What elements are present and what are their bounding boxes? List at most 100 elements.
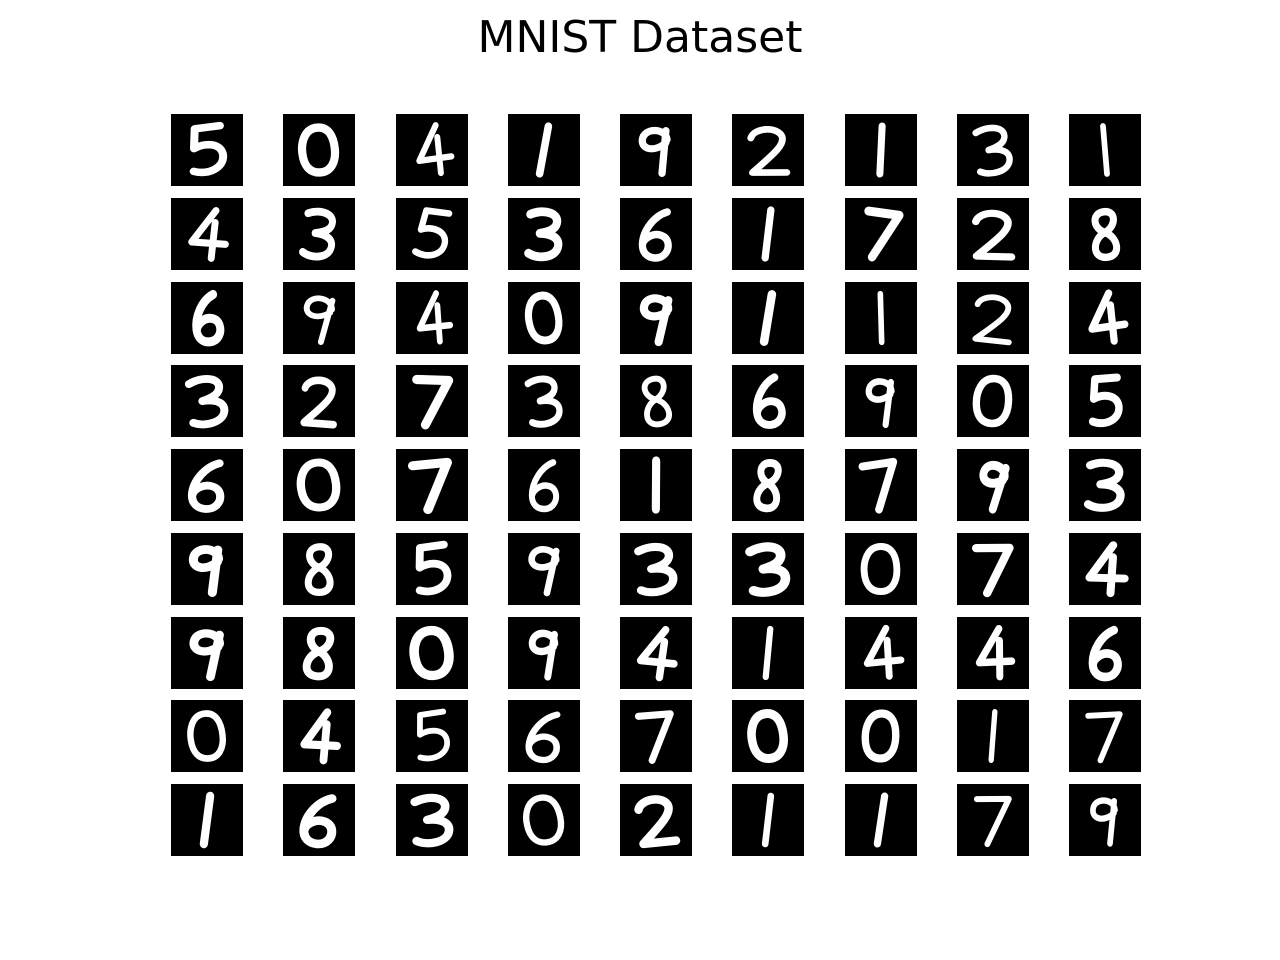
- handwritten-digit-0: [408, 625, 454, 680]
- handwritten-digit-6: [192, 289, 225, 346]
- handwritten-digit-9: [189, 628, 225, 681]
- digit-image-tile: [171, 281, 243, 354]
- digit-stroke: [187, 710, 227, 763]
- handwritten-digit-4: [1088, 288, 1129, 345]
- handwritten-digit-9: [865, 378, 895, 429]
- digit-stroke: [188, 206, 229, 262]
- digit-stroke: [761, 206, 775, 262]
- digit-stroke: [979, 460, 1010, 514]
- digit-stroke: [1091, 207, 1121, 261]
- digit-stroke: [188, 544, 224, 597]
- digit-image-tile: [844, 616, 917, 689]
- digit-image-tile: [956, 784, 1029, 856]
- digit-image-tile: [507, 532, 580, 605]
- digit-stroke: [409, 793, 453, 848]
- digit-stroke: [299, 207, 337, 261]
- digit-stroke: [875, 122, 886, 178]
- digit-image-tile: [283, 114, 356, 186]
- handwritten-digit-1: [875, 122, 886, 178]
- digit-stroke: [522, 794, 564, 846]
- digit-image-tile: [1069, 700, 1141, 773]
- digit-stroke: [877, 290, 884, 345]
- handwritten-digit-0: [860, 542, 900, 595]
- digit-image-tile: [956, 449, 1029, 521]
- digit-image-tile: [732, 114, 805, 186]
- handwritten-digit-4: [416, 289, 453, 345]
- digit-image-tile: [283, 700, 356, 773]
- digit-image-tile: [956, 114, 1029, 186]
- handwritten-digit-7: [407, 457, 452, 515]
- handwritten-digit-8: [641, 375, 672, 428]
- digit-stroke: [1085, 541, 1129, 597]
- digit-image-tile: [620, 197, 692, 270]
- handwritten-digit-3: [745, 542, 791, 597]
- digit-image-tile: [620, 449, 692, 521]
- handwritten-digit-9: [304, 295, 336, 345]
- digit-stroke: [760, 289, 777, 346]
- digit-stroke: [1088, 625, 1122, 681]
- digit-image-tile: [1069, 616, 1141, 689]
- digit-stroke: [1088, 373, 1123, 428]
- digit-stroke: [184, 375, 229, 429]
- digit-image-tile: [507, 700, 580, 773]
- digit-stroke: [528, 629, 559, 681]
- digit-image-tile: [1069, 281, 1141, 354]
- digit-image-tile: [171, 197, 243, 270]
- handwritten-digit-6: [299, 794, 337, 849]
- digit-stroke: [416, 289, 453, 345]
- handwritten-digit-0: [747, 709, 789, 764]
- digit-stroke: [1088, 288, 1129, 345]
- digit-image-tile: [283, 784, 356, 856]
- handwritten-digit-1: [1100, 123, 1110, 177]
- handwritten-digit-0: [296, 458, 341, 512]
- digit-stroke: [634, 795, 681, 849]
- handwritten-digit-9: [188, 544, 224, 597]
- handwritten-digit-6: [638, 208, 672, 262]
- handwritten-digit-8: [305, 542, 334, 596]
- digit-image-tile: [620, 281, 692, 354]
- digit-stroke: [971, 543, 1014, 597]
- digit-image-tile: [732, 197, 805, 270]
- handwritten-digit-0: [524, 291, 563, 344]
- digit-stroke: [863, 206, 903, 262]
- digit-image-tile: [620, 365, 692, 438]
- handwritten-digit-8: [753, 458, 782, 513]
- digit-image-tile: [620, 784, 692, 856]
- handwritten-digit-1: [535, 122, 552, 178]
- digit-image-tile: [732, 281, 805, 354]
- digit-stroke: [535, 122, 552, 178]
- handwritten-digit-6: [528, 459, 559, 513]
- digit-image-tile: [395, 197, 468, 270]
- handwritten-digit-4: [636, 625, 678, 681]
- handwritten-digit-3: [634, 542, 678, 596]
- digit-image-tile: [171, 700, 243, 773]
- digit-image-tile: [1069, 449, 1141, 521]
- digit-stroke: [971, 209, 1016, 261]
- digit-stroke: [873, 792, 888, 848]
- digit-stroke: [641, 375, 672, 428]
- digit-image-tile: [171, 784, 243, 856]
- digit-image-tile: [283, 197, 356, 270]
- digit-stroke: [300, 708, 342, 765]
- digit-image-tile: [171, 114, 243, 186]
- handwritten-digit-9: [639, 293, 673, 346]
- handwritten-digit-1: [762, 792, 775, 848]
- digit-image-tile: [1069, 532, 1141, 605]
- handwritten-digit-4: [1085, 541, 1129, 597]
- handwritten-digit-4: [188, 206, 229, 262]
- digit-stroke: [305, 542, 334, 596]
- digit-image-tile: [395, 365, 468, 438]
- digit-image-tile: [844, 449, 917, 521]
- digit-image-tile: [620, 616, 692, 689]
- digit-image-tile: [1069, 197, 1141, 270]
- digit-stroke: [415, 540, 451, 595]
- handwritten-digit-3: [409, 793, 453, 848]
- handwritten-digit-3: [972, 124, 1013, 177]
- digit-stroke: [524, 291, 563, 344]
- digit-image-tile: [732, 784, 805, 856]
- digit-stroke: [524, 375, 563, 428]
- digit-image-tile: [395, 532, 468, 605]
- handwritten-digit-7: [634, 710, 674, 765]
- digit-stroke: [638, 126, 671, 178]
- handwritten-digit-0: [522, 794, 564, 846]
